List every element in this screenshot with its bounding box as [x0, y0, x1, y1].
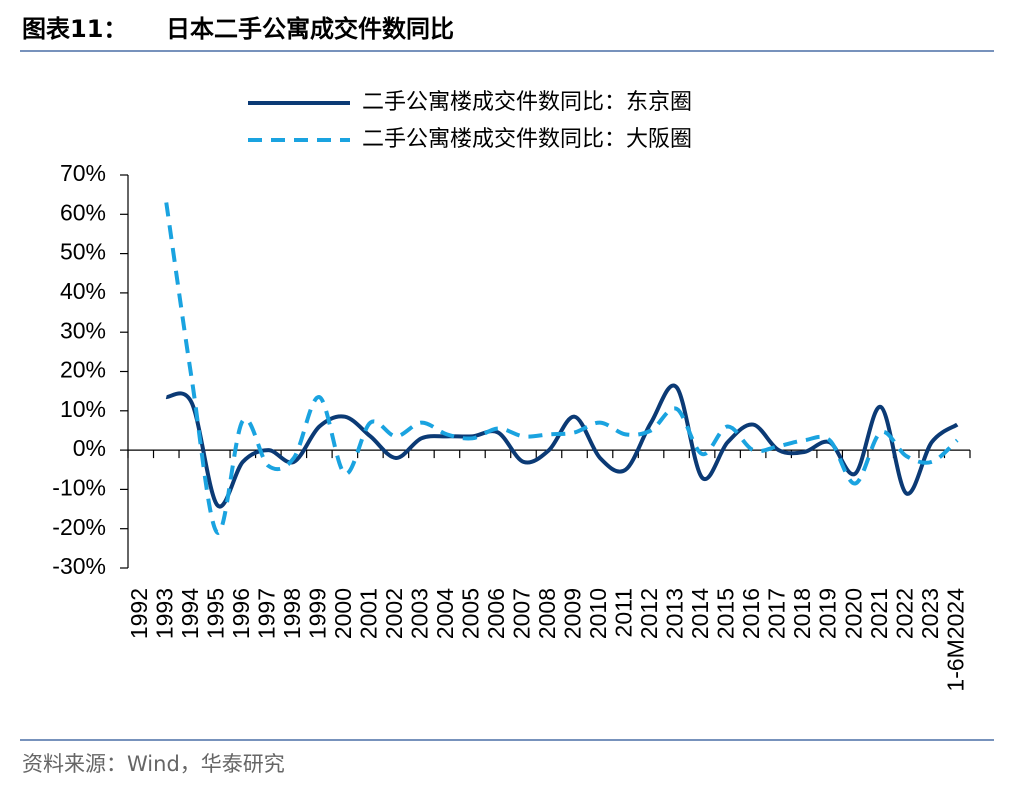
x-tick-label: 1996 [228, 588, 254, 639]
x-tick-label: 1993 [151, 588, 177, 639]
y-tick-label: 50% [60, 239, 106, 265]
x-tick-label: 2002 [381, 588, 407, 639]
x-tick-label: 2023 [917, 588, 943, 639]
x-tick-label: 2016 [738, 588, 764, 639]
x-tick-label: 2007 [509, 588, 535, 639]
x-tick-label: 2006 [483, 588, 509, 639]
x-tick-label: 2021 [866, 588, 892, 639]
y-tick-label: -20% [52, 514, 106, 540]
x-tick-label: 2009 [560, 588, 586, 639]
x-tick-label: 1-6M2024 [942, 588, 968, 692]
chart-label: 图表11： [22, 15, 127, 43]
y-tick-label: 30% [60, 317, 106, 343]
y-tick-label: 40% [60, 278, 106, 304]
x-tick-label: 2005 [458, 588, 484, 639]
x-tick-label: 2001 [355, 588, 381, 639]
y-tick-label: 0% [73, 435, 106, 461]
x-tick-label: 2003 [407, 588, 433, 639]
series-line [164, 202, 959, 535]
y-tick-label: -10% [52, 474, 106, 500]
x-tick-label: 2008 [534, 588, 560, 639]
source: 资料来源：Wind，华泰研究 [22, 752, 285, 776]
y-tick-label: -30% [52, 553, 106, 579]
legend-label: 二手公寓楼成交件数同比：大阪圈 [362, 127, 692, 152]
x-tick-label: 2013 [662, 588, 688, 639]
x-tick-label: 2010 [585, 588, 611, 639]
x-tick-label: 1998 [279, 588, 305, 639]
series-line [165, 383, 959, 509]
x-tick-label: 2012 [636, 588, 662, 639]
x-tick-label: 1995 [202, 588, 228, 639]
y-tick-label: 60% [60, 199, 106, 225]
x-tick-label: 1994 [177, 588, 203, 639]
y-tick-label: 20% [60, 357, 106, 383]
x-tick-label: 2022 [891, 588, 917, 639]
x-tick-label: 2015 [713, 588, 739, 639]
x-tick-label: 2000 [330, 588, 356, 639]
x-tick-label: 1992 [126, 588, 152, 639]
x-tick-label: 2004 [432, 588, 458, 639]
x-tick-label: 2017 [764, 588, 790, 639]
x-tick-label: 2020 [840, 588, 866, 639]
legend-label: 二手公寓楼成交件数同比：东京圈 [362, 90, 692, 115]
x-tick-label: 1999 [304, 588, 330, 639]
x-tick-label: 1997 [253, 588, 279, 639]
y-tick-label: 70% [60, 160, 106, 186]
x-tick-label: 2014 [687, 588, 713, 639]
x-tick-label: 2019 [815, 588, 841, 639]
x-tick-label: 2011 [611, 588, 637, 637]
x-tick-label: 2018 [789, 588, 815, 639]
chart-title: 日本二手公寓成交件数同比 [166, 15, 454, 43]
y-tick-label: 10% [60, 396, 106, 422]
